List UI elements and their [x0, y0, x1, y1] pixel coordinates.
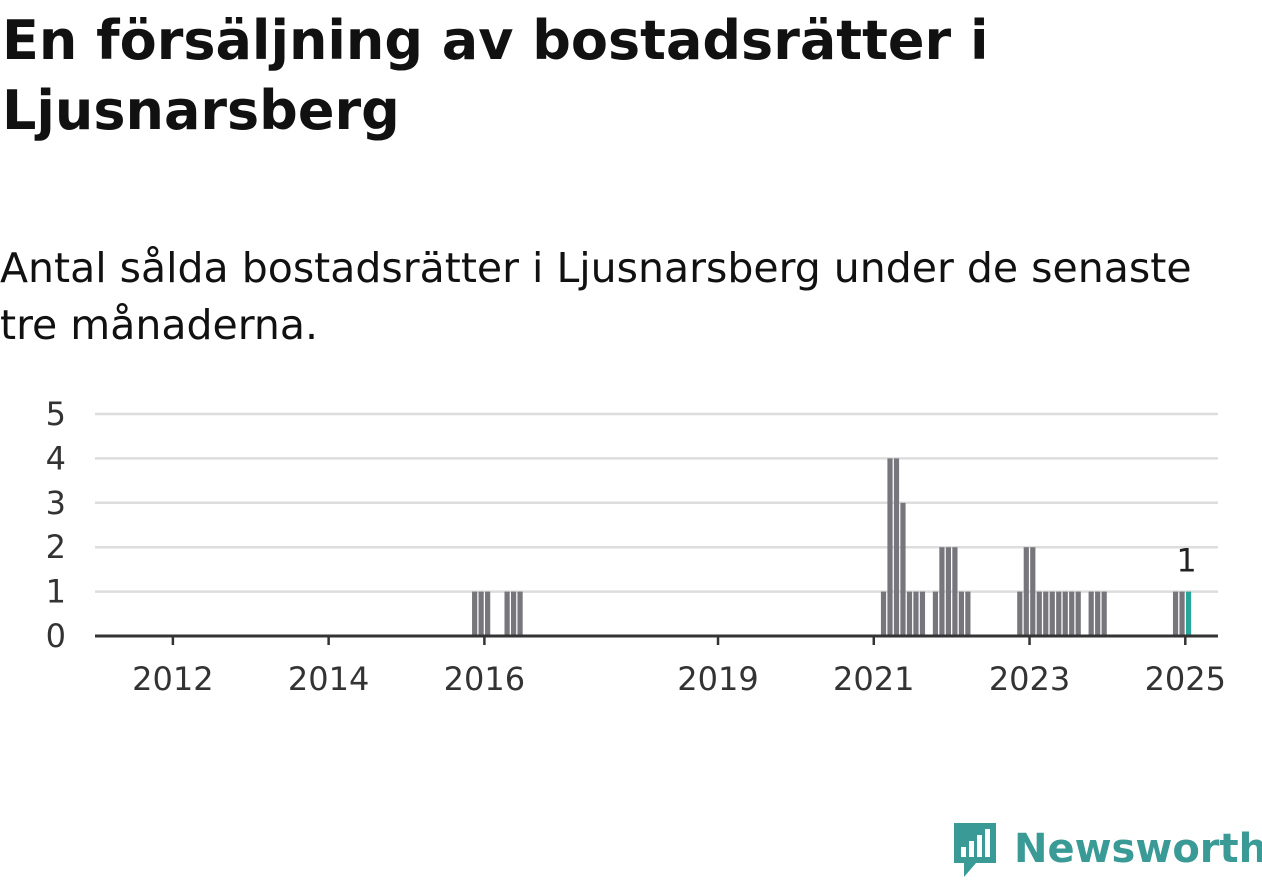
y-tick-label: 2 [46, 528, 66, 566]
bar [965, 591, 971, 636]
chart-subtitle: Antal sålda bostadsrätter i Ljusnarsberg… [0, 244, 1192, 349]
y-tick-label: 0 [46, 617, 66, 655]
bar [939, 547, 945, 636]
bar [478, 591, 484, 636]
bar [932, 591, 939, 636]
bar [485, 591, 491, 636]
bar [472, 591, 478, 636]
x-tick-label: 2021 [833, 660, 914, 698]
bar [893, 458, 900, 636]
bar-value-label: 1 [1176, 542, 1196, 580]
bar [1075, 591, 1081, 636]
x-tick-label: 2023 [989, 660, 1070, 698]
bar [919, 591, 926, 636]
bar [1056, 591, 1062, 636]
bar [1101, 591, 1107, 636]
x-tick-label: 2025 [1145, 660, 1226, 698]
bar [1062, 591, 1068, 636]
bar [952, 547, 958, 636]
bar [1023, 547, 1029, 636]
bar [1172, 591, 1179, 636]
bar-chart: 0 1 2 3 4 5 1 2012 2014 2016 2019 2021 2023 2025 [46, 395, 1226, 698]
y-tick-label: 1 [46, 573, 66, 611]
x-tick-label: 2016 [444, 660, 525, 698]
brand-name: Newsworthy [1014, 826, 1262, 872]
bar [510, 591, 517, 636]
bar [958, 591, 964, 636]
bar [504, 591, 510, 636]
bar [1036, 591, 1042, 636]
bar [1088, 591, 1094, 636]
bar [1069, 591, 1075, 636]
page-title: En försäljning av bostadsrätter i Ljusna… [2, 9, 989, 142]
x-tick-label: 2014 [288, 660, 369, 698]
bar [517, 591, 523, 636]
bar [913, 591, 919, 636]
bar [1095, 591, 1101, 636]
y-tick-label: 3 [46, 484, 66, 522]
bar [887, 458, 893, 636]
brand: Newsworthy [950, 818, 1262, 880]
x-tick-label: 2012 [132, 660, 213, 698]
bar [1049, 591, 1055, 636]
y-tick-label: 5 [46, 395, 66, 433]
bar [1017, 591, 1023, 636]
x-tick-label: 2019 [677, 660, 758, 698]
bar [1030, 547, 1036, 636]
bar [1043, 591, 1049, 636]
bar [906, 591, 913, 636]
highlighted-bar [1185, 591, 1192, 636]
bar [945, 547, 952, 636]
bar [880, 591, 887, 636]
bar [1179, 591, 1185, 636]
bar [900, 502, 906, 636]
y-tick-label: 4 [46, 439, 66, 477]
newsworthy-logo-icon [954, 823, 996, 877]
